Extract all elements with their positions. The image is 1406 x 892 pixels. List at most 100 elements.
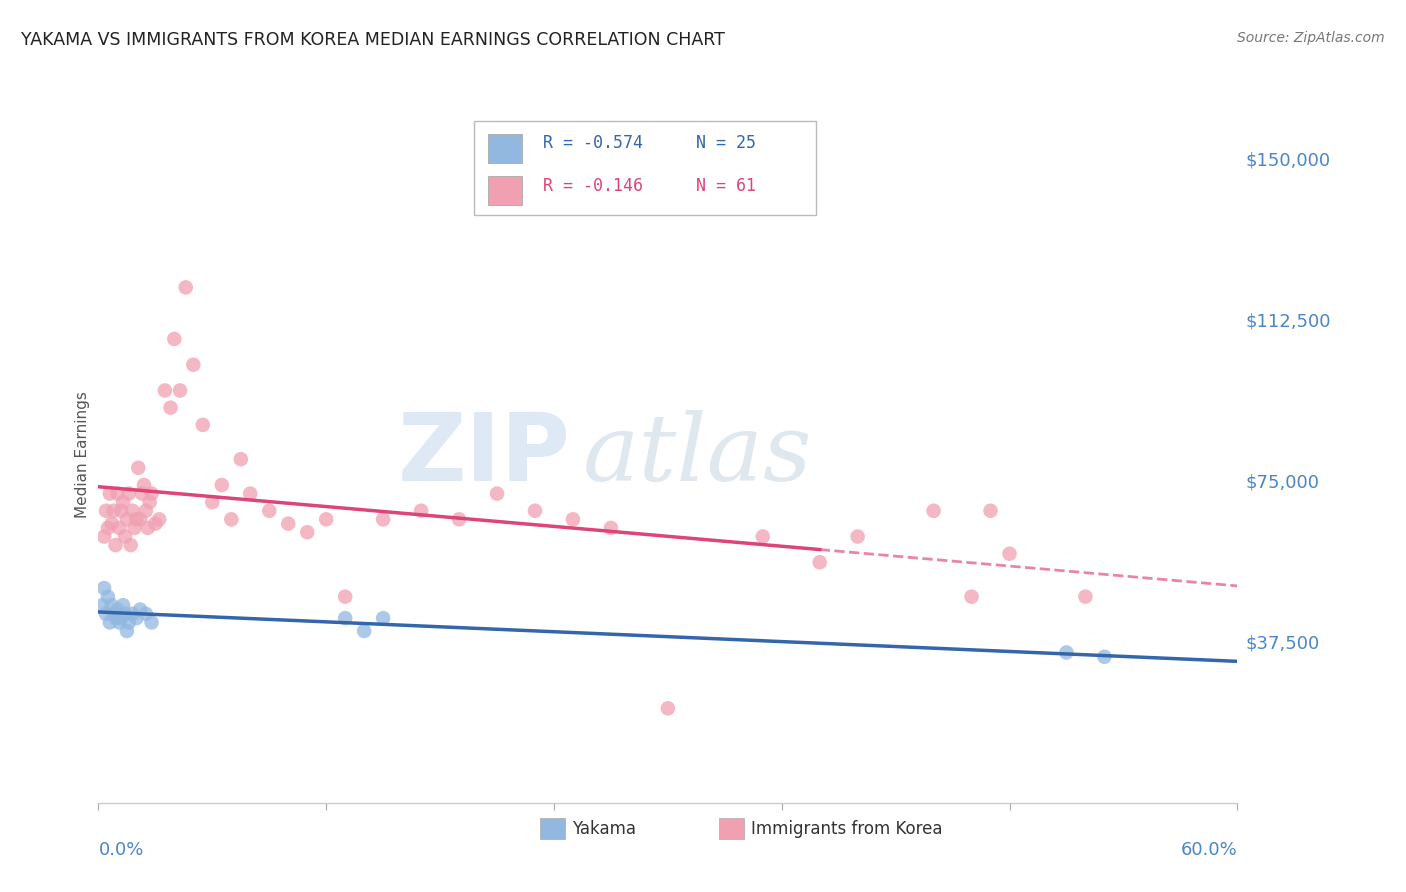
Point [114,607,136,621]
Point [297,525,319,540]
Point [657,701,679,715]
Point [191,417,214,432]
Point [136,521,159,535]
Point [118,615,141,630]
Point [98,615,121,630]
Text: R = -0.574: R = -0.574 [543,135,643,153]
Point [138,495,160,509]
Point [960,590,983,604]
Point [97,521,120,535]
Point [125,512,148,526]
Point [239,486,262,500]
Point [103,607,125,621]
Point [486,486,509,500]
Point [449,512,471,526]
Point [752,529,775,543]
Point [112,599,135,613]
Point [129,512,152,526]
Point [91,599,114,613]
Point [93,529,115,543]
Text: YAKAMA VS IMMIGRANTS FROM KOREA MEDIAN EARNINGS CORRELATION CHART: YAKAMA VS IMMIGRANTS FROM KOREA MEDIAN E… [21,31,725,49]
Point [259,504,281,518]
Point [335,590,357,604]
Point [108,521,131,535]
Point [115,624,138,638]
Point [120,538,142,552]
Point [846,529,869,543]
Point [371,512,394,526]
Point [100,599,122,613]
FancyBboxPatch shape [488,177,522,205]
Point [183,358,205,372]
Point [524,504,547,518]
FancyBboxPatch shape [540,818,565,839]
Point [148,512,170,526]
FancyBboxPatch shape [488,134,522,163]
Point [145,516,167,531]
Point [115,512,138,526]
Point [1056,645,1078,659]
Point [118,486,141,500]
Point [121,607,143,621]
Point [277,516,299,531]
Point [174,280,197,294]
Text: ZIP: ZIP [398,409,571,501]
Text: Yakama: Yakama [572,820,636,838]
Text: N = 61: N = 61 [696,177,756,194]
Point [229,452,252,467]
Text: Immigrants from Korea: Immigrants from Korea [751,820,942,838]
Point [163,332,186,346]
Point [562,512,585,526]
Point [94,504,117,518]
Point [353,624,375,638]
Point [979,504,1001,518]
Point [135,504,157,518]
Point [107,486,129,500]
Point [94,607,117,621]
Point [97,590,120,604]
Point [131,486,153,500]
Point [808,555,831,569]
Point [127,460,149,475]
Point [121,504,143,518]
Point [211,478,233,492]
Point [169,384,191,398]
FancyBboxPatch shape [474,121,815,215]
Point [153,384,176,398]
Point [335,611,357,625]
Point [103,504,125,518]
Point [141,486,163,500]
Point [1074,590,1097,604]
Point [998,547,1021,561]
Point [1094,649,1116,664]
Point [104,538,127,552]
Point [110,504,132,518]
Point [922,504,945,518]
Point [411,504,433,518]
Point [110,611,132,625]
Point [600,521,623,535]
Point [129,602,152,616]
Text: atlas: atlas [582,410,811,500]
Point [93,581,115,595]
Point [124,521,146,535]
Point [125,611,148,625]
Point [114,529,136,543]
Text: R = -0.146: R = -0.146 [543,177,643,194]
FancyBboxPatch shape [718,818,744,839]
Text: Source: ZipAtlas.com: Source: ZipAtlas.com [1237,31,1385,45]
Point [112,495,135,509]
Point [141,615,163,630]
Text: N = 25: N = 25 [696,135,756,153]
Text: 60.0%: 60.0% [1181,841,1237,859]
Point [100,516,122,531]
Point [107,602,129,616]
Point [371,611,394,625]
Point [221,512,243,526]
Point [108,615,131,630]
Point [104,611,127,625]
Point [135,607,157,621]
Y-axis label: Median Earnings: Median Earnings [75,392,90,518]
Point [201,495,224,509]
Text: 0.0%: 0.0% [98,841,143,859]
